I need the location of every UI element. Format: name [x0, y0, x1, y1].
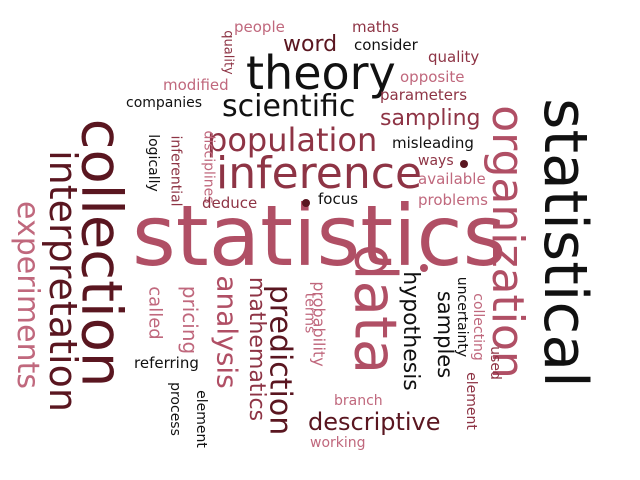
word-called: called [144, 286, 166, 340]
word-data: data [341, 243, 410, 375]
word-consider: consider [354, 36, 418, 54]
word-deduce: deduce [202, 194, 258, 212]
word-hypothesis: hypothesis [397, 271, 423, 391]
dot-decoration [420, 264, 428, 272]
word-companies: companies [126, 95, 203, 111]
word-maths: maths [352, 18, 400, 36]
dot-decoration [460, 160, 468, 168]
word-statistics: statistics [132, 187, 507, 285]
word-collecting: collecting [469, 293, 486, 361]
word-inferential: inferential [167, 135, 184, 207]
word-modified: modified [163, 76, 229, 94]
word-process: process [166, 382, 183, 436]
word-element-right: element [462, 372, 479, 430]
word-sampling: sampling [380, 106, 481, 131]
word-quality-top: quality [220, 30, 236, 75]
word-population: population [207, 121, 378, 159]
word-organization: organization [481, 105, 533, 379]
word-used: used [486, 346, 503, 380]
word-word: word [283, 32, 338, 57]
word-theory: theory [246, 46, 396, 100]
word-element-bottom: element [192, 390, 209, 448]
word-focus: focus [318, 190, 359, 208]
word-samples: samples [433, 290, 458, 379]
word-misleading: misleading [392, 134, 474, 152]
word-descriptive: descriptive [308, 408, 441, 436]
word-experiments: experiments [9, 201, 45, 389]
word-referring: referring [134, 354, 199, 372]
word-branch: branch [334, 393, 383, 409]
word-ways: ways [418, 153, 454, 169]
word-interpretation: interpretation [40, 150, 85, 412]
word-problems: problems [418, 191, 488, 209]
word-pricing: pricing [178, 285, 203, 355]
word-scientific: scientific [222, 89, 356, 124]
word-mathematics: mathematics [244, 276, 270, 422]
word-quality-side: quality [428, 48, 480, 66]
word-statistical: statistical [529, 98, 600, 388]
word-working: working [310, 435, 366, 451]
word-terms: terms [301, 292, 318, 334]
dot-decoration [302, 199, 310, 207]
word-available: available [418, 170, 486, 188]
word-analysis: analysis [210, 275, 244, 389]
word-disciplines: disciplines [200, 130, 217, 204]
word-opposite: opposite [400, 68, 465, 86]
word-inference: inference [216, 148, 423, 199]
word-logically: logically [144, 134, 161, 192]
word-parameters: parameters [380, 86, 468, 104]
word-people: people [234, 18, 285, 36]
word-uncertainty: uncertainty [454, 276, 471, 358]
